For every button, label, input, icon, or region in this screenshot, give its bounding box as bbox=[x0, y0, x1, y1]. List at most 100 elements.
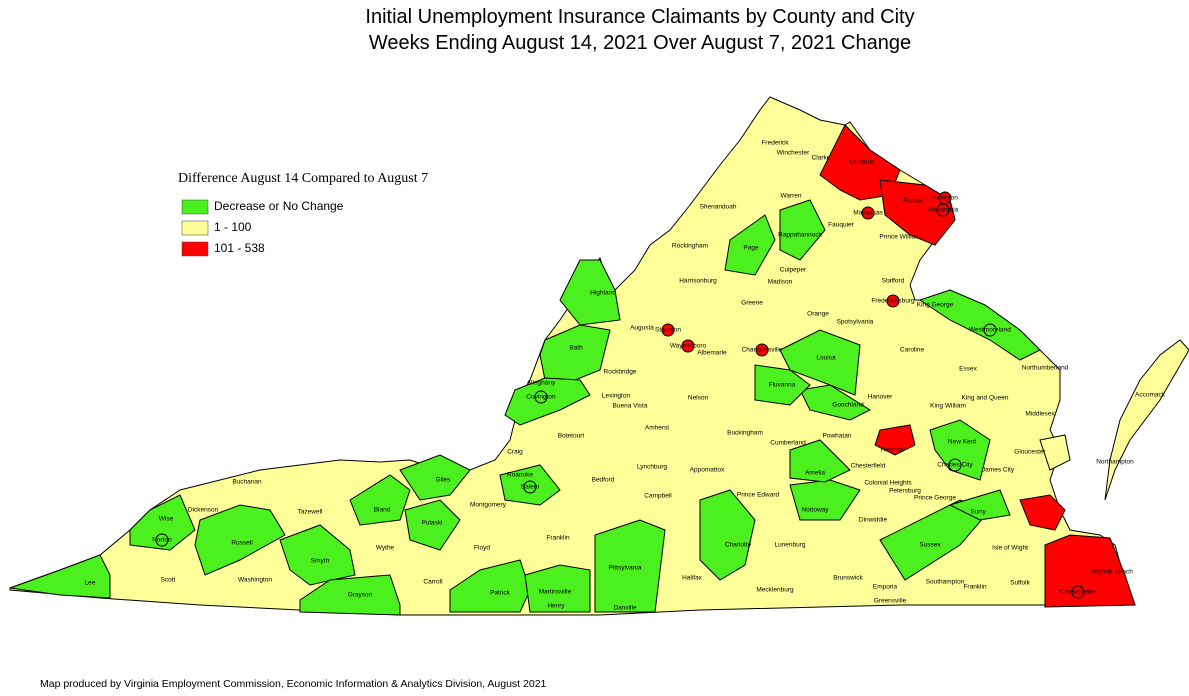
county-label: Roanoke bbox=[507, 472, 533, 479]
legend-swatch bbox=[181, 220, 209, 236]
county-label: Prince George bbox=[914, 495, 956, 502]
county-label: Augusta bbox=[630, 325, 654, 332]
county-label: Shenandoah bbox=[700, 204, 737, 211]
county-label: Alexandria bbox=[928, 207, 959, 214]
county-label: Norton bbox=[152, 537, 172, 544]
county-label: Colonial Heights bbox=[864, 480, 912, 487]
city-region bbox=[1019, 494, 1066, 531]
county-region bbox=[1039, 434, 1071, 471]
county-label: Isle of Wight bbox=[992, 545, 1028, 552]
county-label: Clarke bbox=[812, 155, 831, 162]
city-region bbox=[523, 480, 537, 494]
county-label: Dinwiddie bbox=[859, 517, 888, 524]
county-label: Charlotte bbox=[725, 542, 752, 549]
county-label: Rockbridge bbox=[604, 369, 637, 376]
county-label: New Kent bbox=[948, 439, 976, 446]
county-label: Culpeper bbox=[780, 267, 807, 274]
legend-label: 101 - 538 bbox=[214, 241, 265, 255]
county-region bbox=[879, 499, 991, 581]
county-label: Page bbox=[743, 245, 759, 252]
county-region bbox=[194, 504, 286, 576]
county-label: Amelia bbox=[805, 470, 825, 477]
county-region bbox=[404, 499, 461, 551]
county-label: Lynchburg bbox=[637, 464, 667, 471]
county-label: Brunswick bbox=[833, 575, 863, 582]
county-label: Botetourt bbox=[558, 433, 585, 440]
county-region bbox=[779, 329, 861, 396]
county-label: Scott bbox=[161, 577, 176, 584]
county-label: Arlington bbox=[932, 195, 958, 202]
county-label: Pulaski bbox=[422, 520, 443, 527]
county-region bbox=[799, 384, 872, 421]
county-region bbox=[539, 324, 611, 381]
county-label: Virginia Beach bbox=[1091, 569, 1133, 576]
county-label: Amherst bbox=[645, 425, 669, 432]
county-label: Sussex bbox=[919, 542, 941, 549]
legend-label: 1 - 100 bbox=[214, 220, 252, 234]
county-label: Nelson bbox=[688, 395, 709, 402]
county-region bbox=[279, 524, 356, 586]
county-label: Montgomery bbox=[470, 502, 507, 509]
county-label: Pittsylvania bbox=[609, 565, 642, 572]
city-region bbox=[983, 323, 997, 337]
county-label: Powhatan bbox=[823, 433, 852, 440]
county-region bbox=[559, 259, 621, 326]
county-label: Henry bbox=[547, 603, 565, 610]
county-label: Grayson bbox=[348, 592, 373, 599]
city-region bbox=[534, 390, 548, 404]
county-label: Wise bbox=[159, 516, 174, 523]
county-label: Louisa bbox=[816, 355, 836, 362]
county-label: Accomack bbox=[1135, 392, 1166, 399]
county-region bbox=[779, 199, 826, 261]
legend-swatch bbox=[181, 199, 209, 215]
county-region bbox=[504, 377, 591, 426]
city-region bbox=[874, 424, 916, 456]
city-region bbox=[886, 294, 900, 308]
footer: Map produced by Virginia Employment Comm… bbox=[40, 678, 547, 690]
county-label: Essex bbox=[959, 366, 977, 373]
county-label: Wythe bbox=[376, 545, 395, 552]
county-label: Russell bbox=[231, 540, 253, 547]
county-label: Westmoreland bbox=[969, 327, 1011, 334]
county-label: Washington bbox=[238, 577, 272, 584]
county-region bbox=[129, 494, 196, 551]
county-label: Middlesex bbox=[1025, 411, 1055, 418]
county-label: Martinsville bbox=[539, 589, 572, 596]
county-region bbox=[789, 439, 851, 483]
county-label: Winchester bbox=[777, 150, 810, 157]
county-label: Fauquier bbox=[828, 222, 854, 229]
county-label: Harrisonburg bbox=[679, 278, 717, 285]
county-label: Buchanan bbox=[232, 479, 262, 486]
county-label: Frederick bbox=[761, 140, 789, 147]
county-label: Manassas bbox=[853, 210, 883, 217]
county-region bbox=[9, 554, 111, 599]
title-line: Initial Unemployment Insurance Claimants… bbox=[365, 6, 914, 28]
county-label: Waynesboro bbox=[670, 343, 707, 350]
county-label: Madison bbox=[768, 279, 793, 286]
county-label: Fairfax bbox=[903, 198, 924, 205]
county-label: Rockingham bbox=[672, 243, 708, 250]
city-region bbox=[661, 323, 675, 337]
county-label: Stafford bbox=[882, 278, 905, 285]
county-region bbox=[699, 489, 756, 581]
county-label: Greensville bbox=[874, 598, 907, 605]
county-label: Dickenson bbox=[188, 507, 219, 514]
county-label: Tazewell bbox=[298, 509, 323, 516]
county-label: Emporia bbox=[873, 584, 898, 591]
county-label: Franklin bbox=[963, 584, 987, 591]
county-label: Chesterfield bbox=[851, 463, 886, 470]
county-label: Highland bbox=[590, 290, 616, 297]
county-label: Lee bbox=[85, 580, 96, 587]
county-label: Loudoun bbox=[849, 159, 875, 166]
county-label: Nottoway bbox=[801, 507, 829, 514]
county-label: Prince Edward bbox=[737, 492, 780, 499]
county-label: James City bbox=[982, 467, 1015, 474]
county-label: Gloucester bbox=[1014, 449, 1046, 456]
county-label: Smyth bbox=[311, 558, 330, 565]
county-label: Alleghany bbox=[527, 380, 556, 387]
county-label: Southampton bbox=[926, 579, 965, 586]
county-label: Lunenburg bbox=[774, 542, 805, 549]
county-label: Bland bbox=[374, 507, 391, 514]
county-label: Salem bbox=[521, 484, 539, 491]
